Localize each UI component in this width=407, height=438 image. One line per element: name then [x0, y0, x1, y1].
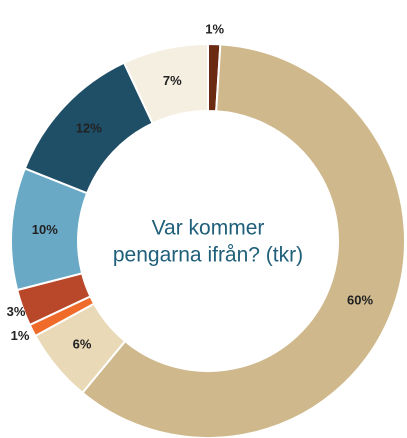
data-label: 60%	[347, 293, 373, 308]
data-label: 7%	[163, 73, 182, 88]
chart-title: Var kommer	[152, 217, 265, 240]
data-label: 12%	[76, 121, 102, 136]
data-label: 3%	[7, 304, 26, 319]
chart-title: pengarna ifrån? (tkr)	[113, 244, 303, 267]
data-label: 1%	[11, 328, 30, 343]
data-label: 1%	[205, 22, 224, 37]
slice	[81, 43, 406, 438]
data-label: 10%	[32, 222, 58, 237]
data-label: 6%	[73, 337, 92, 352]
slice	[122, 42, 209, 125]
